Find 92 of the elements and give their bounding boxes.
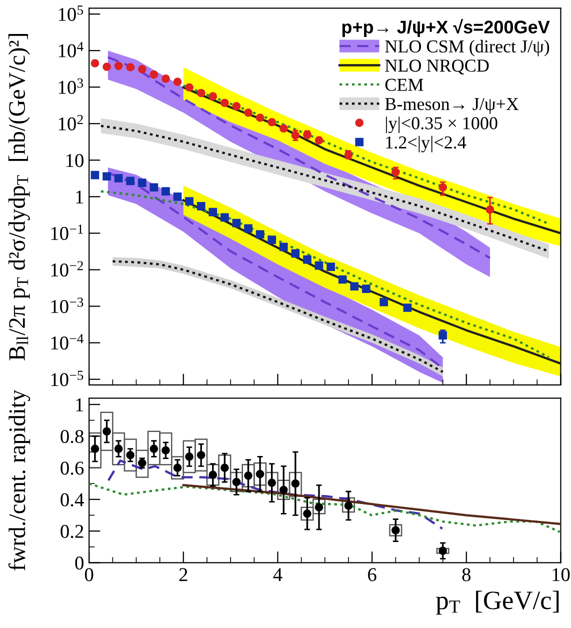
point — [102, 172, 111, 181]
x-axis-title: p$_{T}$ [GeV/c] — [436, 590, 559, 615]
point — [256, 114, 264, 122]
y-tick-label: 0.4 — [60, 493, 84, 506]
point — [486, 206, 494, 214]
y-tick-label: 10$^{−1}$ — [51, 224, 83, 240]
point — [314, 136, 324, 144]
line-series — [182, 484, 561, 526]
point — [314, 261, 324, 270]
point — [90, 59, 100, 68]
y-tick-label: 10$^{−4}$ — [51, 334, 84, 350]
legend-label: CEM — [385, 78, 424, 91]
point — [208, 92, 218, 100]
point — [291, 131, 300, 140]
point — [279, 124, 288, 133]
y-tick-label: 0.8 — [60, 430, 84, 444]
y-tick-label: 1 — [76, 398, 84, 412]
point — [220, 213, 229, 222]
y-tick-label: 10 — [66, 154, 84, 168]
point — [90, 444, 100, 453]
legend-label: NLO CSM (direct J/ψ) — [385, 40, 550, 56]
point — [150, 70, 158, 79]
point — [438, 331, 447, 340]
point — [232, 102, 241, 110]
y-tick-label: 10$^{2}$ — [58, 115, 83, 130]
bar — [342, 497, 355, 513]
x-tick-label: 6 — [368, 568, 376, 582]
point — [196, 88, 206, 98]
x-tick-label: 8 — [462, 568, 471, 582]
point — [291, 249, 300, 258]
point — [350, 282, 359, 291]
point — [362, 284, 370, 293]
y-tick-label: 10$^{−3}$ — [51, 298, 84, 314]
y-tick-label: 10$^{−5}$ — [51, 370, 84, 386]
bar — [436, 548, 450, 554]
point — [438, 183, 447, 192]
y-tick-label: 0.2 — [60, 524, 84, 538]
point — [162, 187, 170, 196]
point — [102, 62, 111, 71]
line-series — [89, 482, 561, 533]
point — [173, 192, 182, 201]
line-series — [100, 190, 550, 358]
point — [220, 98, 229, 108]
point — [196, 202, 206, 210]
y-tick-label: 10$^{4}$ — [58, 42, 84, 58]
point — [150, 183, 158, 192]
point — [403, 304, 412, 312]
point — [303, 255, 312, 264]
point — [256, 230, 264, 239]
point — [232, 218, 241, 228]
point — [114, 174, 123, 182]
point — [326, 262, 335, 272]
point — [138, 178, 146, 187]
point — [138, 64, 146, 74]
y-tick-label: 0 — [75, 556, 84, 570]
y-tick-label: 10$^{3}$ — [58, 78, 84, 94]
point — [173, 78, 182, 86]
legend-label: |y|<0.35 × 1000 — [386, 116, 498, 134]
point — [185, 197, 194, 206]
x-tick-label: 4 — [273, 568, 282, 582]
y-axis-title: fwrd./cent. rapidity — [8, 390, 30, 570]
y-axis-title: B$_{ll}$/2π p$_{T}$ d²σ/dydp$_{T}$ [nb/(GeV/c)²] — [8, 34, 30, 360]
x-tick-label: 2 — [179, 568, 188, 582]
point — [438, 546, 447, 555]
point — [268, 118, 276, 126]
y-tick-label: 10$^{−2}$ — [51, 261, 83, 277]
legend-title: p+p→ J/ψ+X √s=200GeV — [342, 18, 550, 38]
point — [279, 242, 288, 252]
point — [380, 298, 388, 306]
point — [185, 83, 194, 92]
point — [338, 275, 347, 284]
y-tick-label: 0.6 — [60, 462, 84, 475]
point — [268, 236, 276, 244]
point — [126, 176, 135, 186]
point — [208, 208, 218, 216]
line-series — [107, 460, 444, 530]
point — [126, 63, 135, 72]
bar — [389, 524, 402, 536]
x-tick-label: 0 — [84, 568, 94, 582]
legend-label: B-meson→ J/ψ+X — [385, 98, 519, 114]
y-tick-label: 1 — [76, 190, 84, 204]
x-tick-label: 10 — [552, 568, 570, 582]
point — [102, 427, 111, 436]
legend-label: 1.2<|y|<2.4 — [386, 136, 466, 152]
point — [162, 74, 170, 83]
legend-label: NLO NRQCD — [385, 60, 489, 74]
point — [391, 168, 400, 176]
point — [90, 170, 100, 180]
y-tick-label: 10$^{5}$ — [58, 6, 84, 21]
point — [244, 108, 252, 117]
point — [114, 62, 123, 70]
point — [244, 224, 252, 233]
